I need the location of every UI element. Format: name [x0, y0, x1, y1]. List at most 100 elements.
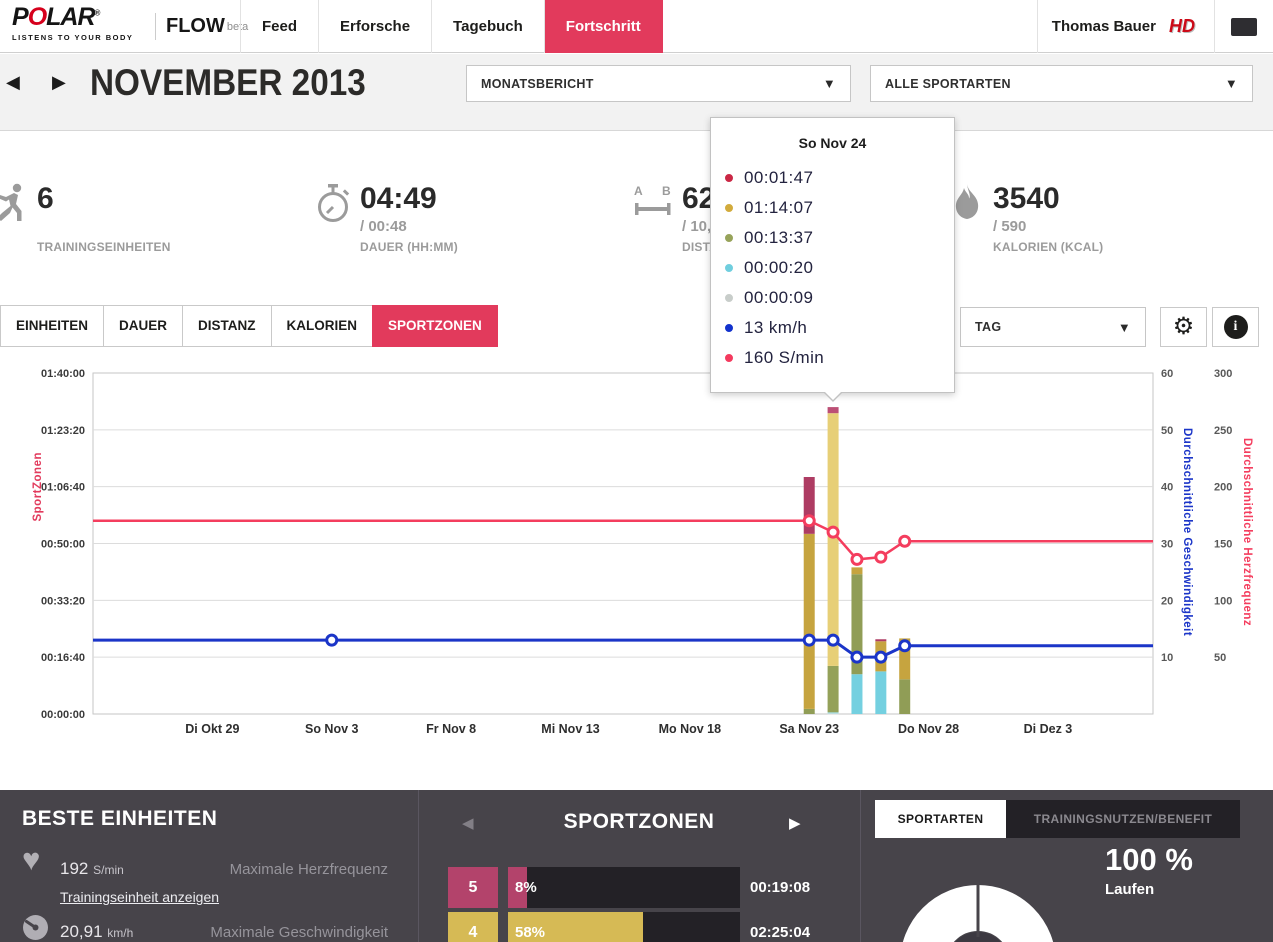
svg-text:200: 200: [1214, 482, 1232, 494]
logo-divider: [155, 13, 156, 40]
user-menu[interactable]: Thomas Bauer HD: [1036, 0, 1214, 53]
footer-divider: [860, 790, 861, 942]
data-point-marker: [874, 650, 888, 664]
tooltip-row: 13 km/h: [723, 313, 954, 343]
chart-settings-button[interactable]: ⚙: [1160, 307, 1207, 347]
nav-tab-feed[interactable]: Feed: [240, 0, 320, 53]
report-type-value: MONATSBERICHT: [481, 76, 594, 91]
prev-month-button[interactable]: ◀: [6, 72, 20, 92]
progress-chart[interactable]: 01:40:00 60 300 01:23:20 50 250 01:06:40 40 200 0…: [0, 355, 1273, 757]
stat-subvalue: / 590: [993, 217, 1027, 235]
tab-dauer[interactable]: DAUER: [103, 305, 184, 347]
chevron-down-icon: ▼: [1117, 319, 1131, 335]
tooltip-row: 00:13:37: [723, 223, 954, 253]
data-point-marker: [826, 633, 840, 647]
stat-subvalue: / 10,: [682, 217, 712, 235]
zone-bar-track: [508, 867, 740, 908]
svg-text:250: 250: [1214, 425, 1232, 437]
tab-einheiten[interactable]: EINHEITEN: [0, 305, 105, 347]
svg-text:20: 20: [1161, 595, 1173, 607]
report-type-select[interactable]: MONATSBERICHT ▼: [466, 65, 851, 102]
tooltip-row: 00:00:09: [723, 283, 954, 313]
svg-text:00:16:40: 00:16:40: [41, 652, 85, 664]
bar-So-Nov-24: [827, 407, 839, 715]
chart-info-button[interactable]: i: [1212, 307, 1259, 347]
svg-text:100: 100: [1214, 595, 1232, 607]
flow-product-name: FLOW beta: [166, 15, 248, 38]
messages-button[interactable]: [1214, 0, 1273, 53]
data-point-marker: [850, 552, 864, 566]
zone-number: 5: [448, 867, 498, 908]
flow-label: FLOW: [166, 15, 225, 37]
left-axis-label: SportZonen: [32, 452, 44, 522]
svg-text:01:06:40: 01:06:40: [41, 482, 85, 494]
zone5-ring-icon: [725, 174, 733, 182]
nav-tab-tagebuch[interactable]: Tagebuch: [432, 0, 545, 53]
svg-text:Sa Nov 23: Sa Nov 23: [779, 722, 839, 736]
data-point-marker: [802, 633, 816, 647]
speed-axis-label: Durchschnittliche Geschwindigkeit: [1181, 428, 1193, 637]
max-heartrate-label: Maximale Herzfrequenz: [229, 861, 388, 878]
period-select[interactable]: TAG ▼: [960, 307, 1146, 347]
sport-share-name: Laufen: [1105, 881, 1155, 898]
stat-subvalue: / 00:48: [360, 217, 407, 235]
sport-filter-select[interactable]: ALLE SPORTARTEN ▼: [870, 65, 1253, 102]
tooltip-value: 13 km/h: [744, 318, 808, 337]
tab-trainingsnutzen[interactable]: TRAININGSNUTZEN/BENEFIT: [1006, 800, 1240, 838]
svg-text:150: 150: [1214, 539, 1232, 551]
tab-kalorien[interactable]: KALORIEN: [270, 305, 374, 347]
tooltip-rows: 00:01:47 01:14:07 00:13:37 00:00:20 00:0…: [723, 163, 954, 373]
nav-tab-fortschritt[interactable]: Fortschritt: [544, 0, 663, 53]
tooltip-value: 00:01:47: [744, 168, 814, 187]
max-speed-value: 20,91 km/h: [60, 922, 133, 942]
tab-sportzonen[interactable]: SPORTZONEN: [372, 305, 498, 347]
data-point-marker: [802, 514, 816, 528]
svg-text:30: 30: [1161, 539, 1173, 551]
series-hr: [93, 514, 1153, 566]
user-name: Thomas Bauer: [1051, 18, 1156, 35]
stat-sessions: 6 TRAININGSEINHEITEN: [0, 183, 171, 254]
svg-text:00:00:00: 00:00:00: [41, 709, 85, 721]
tooltip-value: 160 S/min: [744, 348, 825, 367]
tooltip-date: So Nov 24: [798, 135, 867, 151]
svg-text:00:50:00: 00:50:00: [41, 539, 85, 551]
next-month-button[interactable]: ▶: [52, 72, 66, 92]
svg-text:So Nov 3: So Nov 3: [305, 722, 359, 736]
nav-tab-erforsche[interactable]: Erforsche: [319, 0, 433, 53]
polar-logo[interactable]: POLAR® LISTENS TO YOUR BODY: [12, 3, 133, 43]
data-point-marker: [850, 650, 864, 664]
value: 20,91: [60, 922, 103, 941]
sportzones-prev-button[interactable]: ◀: [462, 815, 474, 832]
info-icon: i: [1223, 315, 1248, 339]
heartrate-ring-icon: [725, 354, 733, 362]
chart-metric-tabs: EINHEITEN DAUER DISTANZ KALORIEN SPORTZO…: [0, 305, 498, 347]
svg-text:40: 40: [1161, 482, 1173, 494]
stat-label: KALORIEN (KCAL): [993, 239, 1104, 254]
sportzone-row-5: 5 8% 00:19:08: [448, 867, 828, 908]
sportzone-bars: [803, 407, 911, 715]
show-session-link[interactable]: Trainingseinheit anzeigen: [60, 889, 220, 905]
zone-percent: 58%: [515, 924, 546, 941]
polar-brand-text: POLAR®: [12, 3, 100, 31]
zone-bar-track: [508, 912, 740, 942]
title-band: ◀ ▶ NOVEMBER 2013 MONATSBERICHT ▼ ALLE S…: [0, 54, 1273, 131]
tab-distanz[interactable]: DISTANZ: [182, 305, 272, 347]
zone-percent: 8%: [515, 879, 537, 896]
flame-icon: [950, 183, 984, 254]
zone3-ring-icon: [725, 234, 733, 242]
beta-label: beta: [226, 21, 249, 33]
stat-value: 62: [682, 182, 716, 215]
tab-sportarten-footer[interactable]: SPORTARTEN: [875, 800, 1006, 838]
sport-share: 100 % Laufen: [1105, 842, 1193, 898]
zone-bar-fill: [508, 912, 643, 942]
stat-value: 6: [37, 182, 54, 215]
zone-time: 00:19:08: [750, 879, 811, 896]
series-speed: [93, 633, 1153, 664]
sportzones-next-button[interactable]: ▶: [789, 815, 801, 832]
tooltip-row: 00:00:20: [723, 253, 954, 283]
sportzone-row-4: 4 58% 02:25:04: [448, 912, 828, 942]
zone2-ring-icon: [725, 264, 733, 272]
bar-Sa-Nov-23: [803, 477, 815, 714]
